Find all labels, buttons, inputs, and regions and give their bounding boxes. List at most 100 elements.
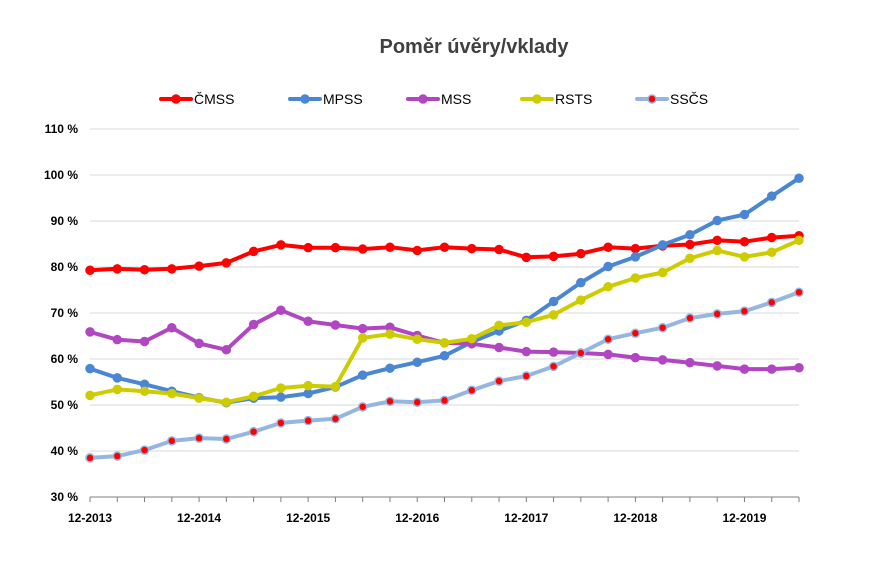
legend-label: ČMSS [194,91,234,107]
data-point [739,252,750,262]
x-tick-label: 12-2016 [395,511,439,525]
axes: 30 % 40 % 50 % 60 % 70 % 80 % 90 % 100 % 110 % 12… [44,122,800,525]
data-point [167,388,177,399]
data-point [576,277,586,288]
data-point [548,310,559,320]
data-point [439,338,450,348]
data-point [657,267,668,278]
data-point [112,264,123,274]
legend-item-čmss[interactable]: ČMSS [159,91,234,107]
data-point [303,316,313,327]
series-čmss [85,230,804,275]
series-ssčs [85,287,804,463]
data-point [85,453,95,463]
data-point [303,388,313,399]
data-point [439,242,450,252]
legend-marker [532,94,542,104]
data-point [794,362,804,373]
data-point [167,436,177,446]
data-point [576,248,586,259]
data-point [685,239,695,250]
data-point [467,385,477,396]
data-point [576,348,586,358]
data-point [276,383,286,393]
legend-label: SSČS [670,91,708,107]
legend-item-ssčs[interactable]: SSČS [635,91,708,107]
data-point [630,352,641,363]
data-point [766,191,777,201]
data-point [112,451,123,461]
data-point [548,296,559,307]
data-point [494,342,504,353]
data-point [657,355,668,365]
data-point [657,322,668,333]
data-point [603,282,613,292]
data-point [712,361,722,371]
legend-item-mss[interactable]: MSS [406,91,471,107]
data-point [630,273,641,283]
data-point [739,236,750,247]
data-point [139,336,150,347]
data-point [248,426,259,437]
data-point [766,247,777,258]
data-point [112,384,123,395]
data-point [439,395,450,406]
data-point [112,334,123,345]
series-mss [85,305,804,374]
legend-label: MSS [441,91,471,107]
legend[interactable]: ČMSS MPSS MSS RSTS SSČS [159,91,708,107]
data-point [603,349,613,360]
data-point [685,313,695,323]
data-point [330,414,341,424]
data-point [139,386,150,396]
data-point [739,364,750,374]
data-point [494,244,504,255]
data-point [794,287,804,298]
data-point [194,393,204,403]
data-point [521,252,532,263]
data-point [330,320,341,330]
series-layer [85,173,804,463]
data-point [248,391,259,402]
data-point [248,246,259,257]
data-point [412,245,422,256]
data-point [521,346,532,357]
data-point [385,329,395,339]
legend-item-rsts[interactable]: RSTS [520,91,592,107]
y-tick-label: 80 % [51,260,79,274]
data-point [303,242,313,253]
data-point [357,370,368,380]
data-point [685,357,695,368]
series-mpss [85,173,804,408]
y-tick-label: 40 % [51,444,79,458]
x-tick-label: 12-2013 [68,511,112,525]
y-tick-label: 90 % [51,214,79,228]
data-point [712,235,722,246]
data-point [221,397,232,407]
data-point [521,317,532,327]
data-point [467,243,477,254]
data-point [85,390,95,401]
data-point [467,334,477,344]
data-point [330,242,341,253]
data-point [739,209,750,220]
y-tick-label: 30 % [51,490,79,504]
data-point [412,334,422,344]
data-point [685,253,695,264]
data-point [303,380,313,391]
data-point [603,334,613,344]
data-point [439,351,450,361]
data-point [630,252,641,262]
x-tick-label: 12-2014 [177,511,221,525]
x-tick-label: 12-2015 [286,511,330,525]
data-point [330,381,341,392]
series-line-mpss [88,176,801,405]
data-point [766,297,777,308]
data-point [85,327,95,337]
y-tick-label: 60 % [51,352,79,366]
legend-item-mpss[interactable]: MPSS [288,91,363,107]
chart-title: Poměr úvěry/vklady [380,36,570,58]
data-point [221,345,232,355]
data-point [712,215,722,226]
y-tick-label: 110 % [45,122,79,136]
